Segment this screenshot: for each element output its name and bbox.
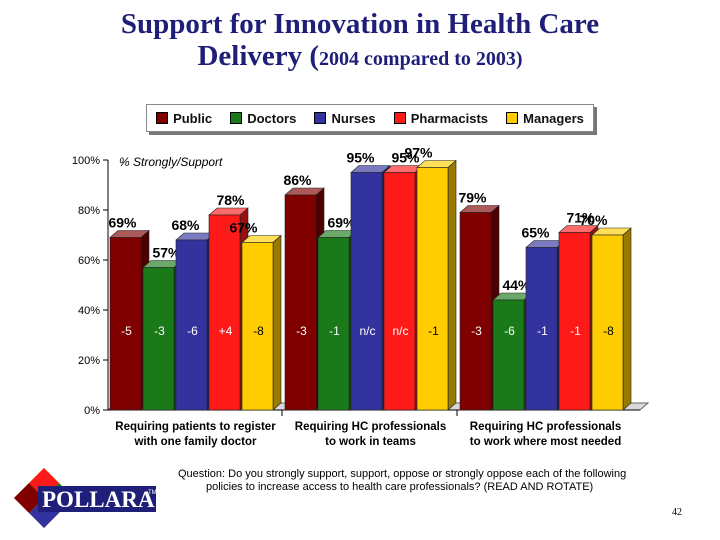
category-label-line-2: to work where most needed [470, 436, 621, 448]
data-label: 71% [566, 210, 595, 226]
data-label: 68% [171, 217, 200, 233]
legend-item-public: Public [156, 111, 212, 126]
data-label: 70% [579, 212, 608, 228]
data-label: 69% [327, 215, 356, 231]
change-label: -8 [603, 324, 614, 338]
bar [284, 194, 317, 411]
category-label-line-1: Requiring HC professionals [470, 421, 621, 433]
page-title: Support for Innovation in Health Care De… [0, 8, 720, 75]
legend-item-nurses: Nurses [314, 110, 376, 126]
legend-item-pharmacists: Pharmacists [393, 110, 489, 126]
bar [109, 237, 142, 411]
title-line-1: Support for Innovation in Health Care [120, 8, 600, 40]
change-label: n/c [392, 324, 408, 338]
change-label: -1 [537, 324, 548, 338]
change-label: -6 [504, 324, 515, 338]
logo-bar [38, 486, 156, 512]
y-tick-label: 100% [72, 155, 100, 167]
legend-swatch-managers [506, 112, 519, 124]
data-label: 69% [108, 215, 137, 231]
title-line-2: Delivery (2004 compared to 2003) [0, 40, 720, 75]
category-label-line-2: to work in teams [325, 436, 416, 448]
legend-swatch-public [156, 112, 169, 124]
bar [208, 214, 241, 411]
bar [492, 299, 525, 411]
logo-tm: TM [148, 490, 157, 496]
survey-question: Question: Do you strongly support, suppo… [178, 468, 678, 494]
legend-label-doctors: Doctors [247, 110, 297, 126]
legend-item-doctors: Doctors [230, 111, 296, 126]
bar [558, 232, 591, 411]
legend-label-pharmacists: Pharmacists [410, 110, 489, 126]
logo-text: POLLARA [42, 487, 155, 512]
bar [317, 237, 350, 411]
data-label: 95% [346, 150, 375, 166]
change-label: -1 [570, 324, 581, 338]
chart-legend: Public Doctors Nurses Pharmacists Manage… [146, 104, 594, 132]
data-label: 65% [521, 225, 550, 241]
legend-swatch-nurses [314, 112, 327, 124]
change-label: -8 [253, 324, 264, 338]
bar [350, 172, 383, 411]
bar [591, 234, 624, 411]
legend-label-public: Public [173, 110, 213, 126]
data-label: 44% [502, 277, 531, 293]
category-label-line-1: Requiring HC professionals [295, 421, 446, 433]
page-number: 42 [672, 507, 682, 518]
change-label: -3 [296, 324, 307, 338]
category-label-line-2: with one family doctor [133, 436, 257, 448]
change-label: n/c [359, 324, 375, 338]
y-tick-label: 0% [84, 405, 100, 417]
bar [175, 239, 208, 411]
legend-label-nurses: Nurses [331, 110, 376, 126]
bar [416, 167, 449, 411]
bar-side [272, 234, 282, 411]
bar-side [447, 159, 457, 411]
question-line-1: Question: Do you strongly support, suppo… [178, 468, 627, 480]
change-label: -3 [154, 324, 165, 338]
pollara-logo: POLLARA TM [14, 468, 157, 528]
change-label: +4 [219, 324, 233, 338]
y-tick-label: 80% [78, 205, 100, 217]
legend-label-managers: Managers [523, 110, 584, 126]
bar [459, 212, 492, 411]
question-line-2: policies to increase access to health ca… [206, 481, 594, 493]
bar [142, 267, 175, 411]
change-label: -5 [121, 324, 132, 338]
bar [525, 247, 558, 411]
y-tick-label: 20% [78, 355, 100, 367]
data-label: 95% [391, 150, 420, 166]
change-label: -3 [471, 324, 482, 338]
y-tick-label: 60% [78, 255, 100, 267]
legend-swatch-pharmacists [393, 112, 406, 124]
y-axis-label: % Strongly/Support [119, 155, 223, 169]
category-label-line-1: Requiring patients to register [115, 421, 276, 433]
data-label: 86% [283, 172, 312, 188]
data-label: 57% [152, 245, 181, 261]
data-label: 97% [404, 145, 433, 161]
y-tick-label: 40% [78, 305, 100, 317]
change-label: -1 [428, 324, 439, 338]
bar [383, 172, 416, 411]
legend-item-managers: Managers [506, 111, 584, 126]
data-label: 78% [216, 192, 245, 208]
data-label: 79% [458, 190, 487, 206]
data-label: 67% [229, 220, 258, 236]
change-label: -6 [187, 324, 198, 338]
bar [241, 242, 274, 411]
legend-swatch-doctors [230, 112, 243, 124]
change-label: -1 [329, 324, 340, 338]
title-line-2-sub: 2004 compared to 2003) [319, 48, 523, 70]
bar-side [622, 227, 632, 411]
title-line-2-main: Delivery ( [197, 40, 320, 72]
